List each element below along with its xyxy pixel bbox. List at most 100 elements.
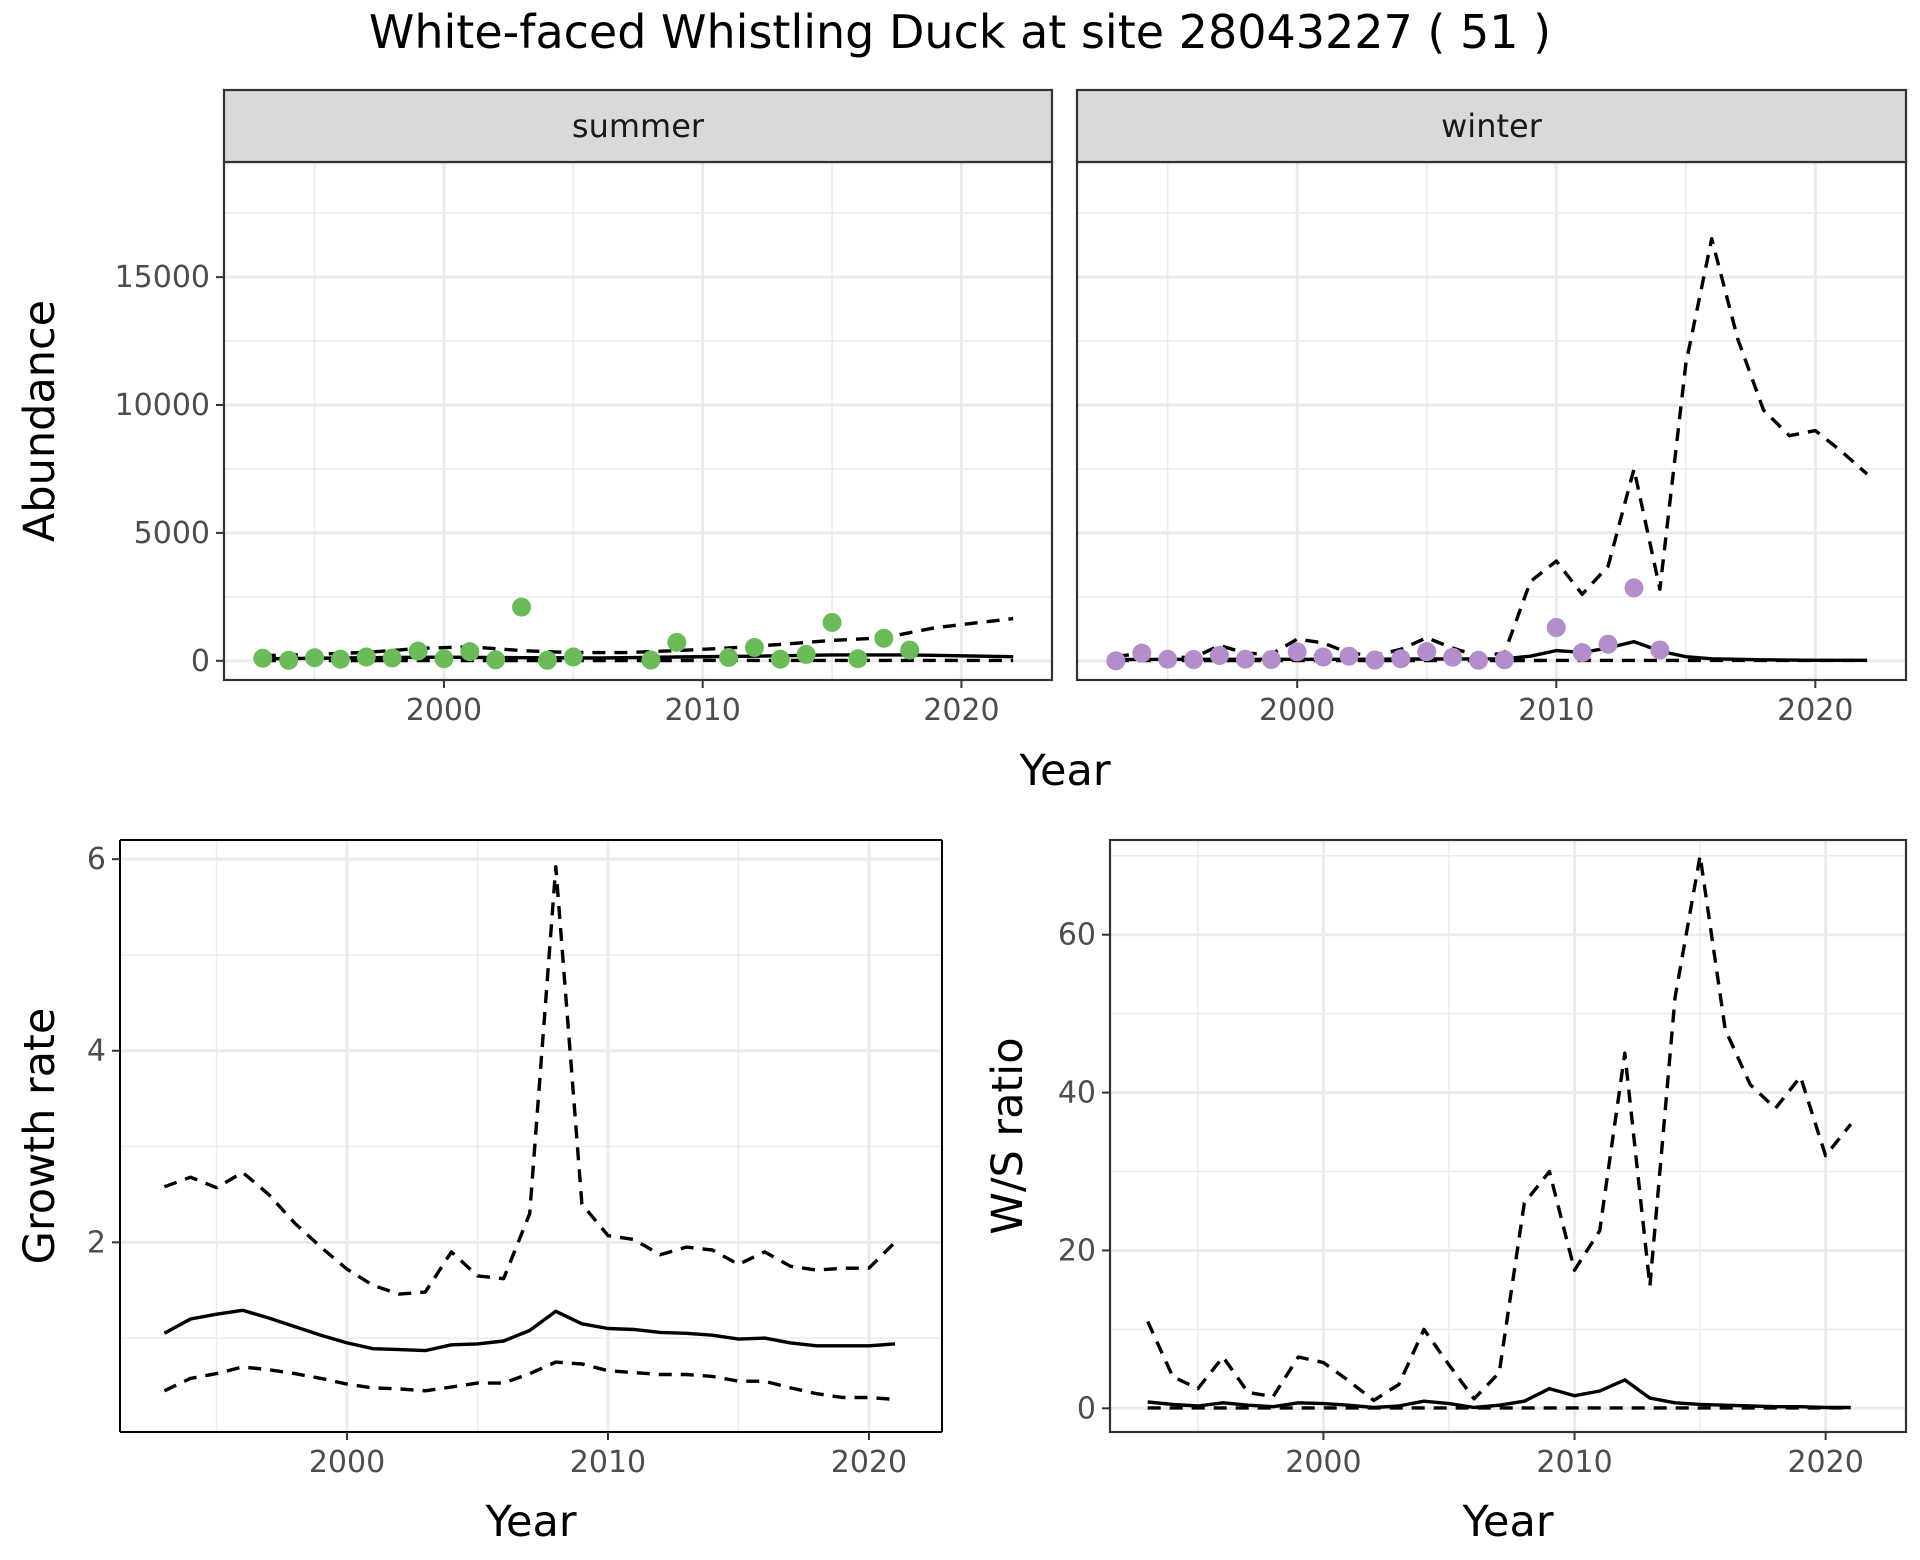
x-tick-label: 2010 — [570, 1445, 646, 1480]
x-axis-title: Year — [1461, 1497, 1553, 1547]
figure-title: White-faced Whistling Duck at site 28043… — [369, 5, 1551, 59]
y-tick-label: 20 — [1058, 1233, 1096, 1268]
panel-background — [224, 162, 1052, 680]
dashed-line-2 — [163, 1360, 896, 1402]
x-tick-label: 2020 — [923, 693, 999, 728]
data-point — [1494, 650, 1514, 670]
x-tick-label: 2020 — [1777, 693, 1853, 728]
facet-strip — [1075, 88, 1908, 164]
data-point — [382, 648, 402, 668]
dashed-line-1 — [262, 616, 1014, 658]
data-point — [1650, 640, 1670, 660]
panel-background — [1077, 162, 1906, 680]
data-point — [719, 647, 739, 667]
solid-line-0 — [163, 1308, 896, 1353]
data-point — [770, 649, 790, 669]
data-point — [1209, 645, 1229, 665]
x-tick-label: 2000 — [1259, 693, 1335, 728]
data-point — [1261, 650, 1281, 670]
y-axis-title: Growth rate — [15, 1008, 65, 1265]
data-layer — [1106, 236, 1869, 671]
top-x-axis-title: Year — [1018, 746, 1110, 796]
x-tick-label: 2010 — [1518, 693, 1594, 728]
data-point — [1443, 647, 1463, 667]
data-point — [512, 597, 532, 617]
facet-label: summer — [572, 107, 705, 145]
y-tick-label: 10000 — [115, 388, 210, 423]
data-point — [1469, 650, 1489, 670]
data-point — [1158, 649, 1178, 669]
facet-label: winter — [1441, 107, 1543, 145]
data-point — [1624, 578, 1644, 598]
data-point — [848, 649, 868, 669]
y-tick-label: 60 — [1058, 918, 1096, 953]
panel-chart-3: 2000 2010 2020 0 20 40 60 Year W/S ratio — [983, 838, 1908, 1547]
data-point — [408, 641, 428, 661]
data-point — [1339, 646, 1359, 666]
x-tick-label: 2020 — [831, 1445, 907, 1480]
data-layer — [1146, 854, 1853, 1410]
panel-background — [120, 840, 942, 1432]
data-point — [486, 650, 506, 670]
data-point — [1132, 643, 1152, 663]
data-point — [356, 647, 376, 667]
data-point — [667, 632, 687, 652]
data-point — [900, 640, 920, 660]
top-y-axis-title: Abundance — [15, 300, 65, 542]
panel-winter: winter 2000 2010 2020 — [1075, 88, 1908, 728]
data-point — [537, 650, 557, 670]
y-tick-label: 15000 — [115, 260, 210, 295]
data-point — [279, 650, 299, 670]
data-point — [796, 644, 816, 664]
data-point — [305, 648, 325, 668]
x-tick-label: 2000 — [309, 1445, 385, 1480]
data-point — [822, 612, 842, 632]
y-tick-label: 2 — [87, 1225, 106, 1260]
y-axis-title: W/S ratio — [983, 1037, 1033, 1234]
data-point — [1598, 634, 1618, 654]
data-layer — [163, 865, 897, 1402]
facet-strip — [222, 88, 1054, 164]
y-tick-label: 5000 — [134, 516, 210, 551]
data-layer — [253, 597, 1014, 670]
data-point — [1417, 642, 1437, 662]
data-point — [874, 628, 894, 648]
data-point — [1572, 643, 1592, 663]
y-tick-label: 4 — [87, 1034, 106, 1069]
data-point — [460, 642, 480, 662]
data-point — [744, 638, 764, 658]
y-tick-label: 0 — [1077, 1391, 1096, 1426]
data-point — [563, 647, 583, 667]
panel-background — [1110, 840, 1906, 1432]
data-point — [641, 650, 661, 670]
data-point — [1287, 642, 1307, 662]
data-point — [1106, 651, 1126, 671]
panel-border — [1108, 838, 1908, 1434]
data-point — [1391, 649, 1411, 669]
x-tick-label: 2020 — [1787, 1445, 1863, 1480]
dashed-line-1 — [163, 865, 897, 1296]
y-tick-label: 6 — [87, 842, 106, 877]
panel-summer: summer 2000 2010 2020 0 5000 10000 15000 — [115, 88, 1054, 728]
solid-line-0 — [1147, 1378, 1851, 1410]
data-point — [330, 649, 350, 669]
y-tick-label: 40 — [1058, 1076, 1096, 1111]
x-axis-title: Year — [484, 1497, 576, 1547]
gridlines — [120, 840, 942, 1432]
data-point — [1313, 647, 1333, 667]
panel-chart-2: 2000 2010 2020 2 4 6 Year Growth rate — [15, 839, 943, 1547]
data-point — [1365, 650, 1385, 670]
data-point — [1546, 618, 1566, 638]
data-point — [1184, 650, 1204, 670]
data-point — [253, 648, 273, 668]
x-tick-label: 2010 — [1536, 1445, 1612, 1480]
dashed-line-1 — [1146, 854, 1853, 1403]
x-tick-label: 2000 — [406, 693, 482, 728]
x-tick-label: 2010 — [665, 693, 741, 728]
y-tick-label: 0 — [191, 644, 210, 679]
data-point — [434, 649, 454, 669]
x-tick-label: 2000 — [1285, 1445, 1361, 1480]
data-point — [1235, 649, 1255, 669]
